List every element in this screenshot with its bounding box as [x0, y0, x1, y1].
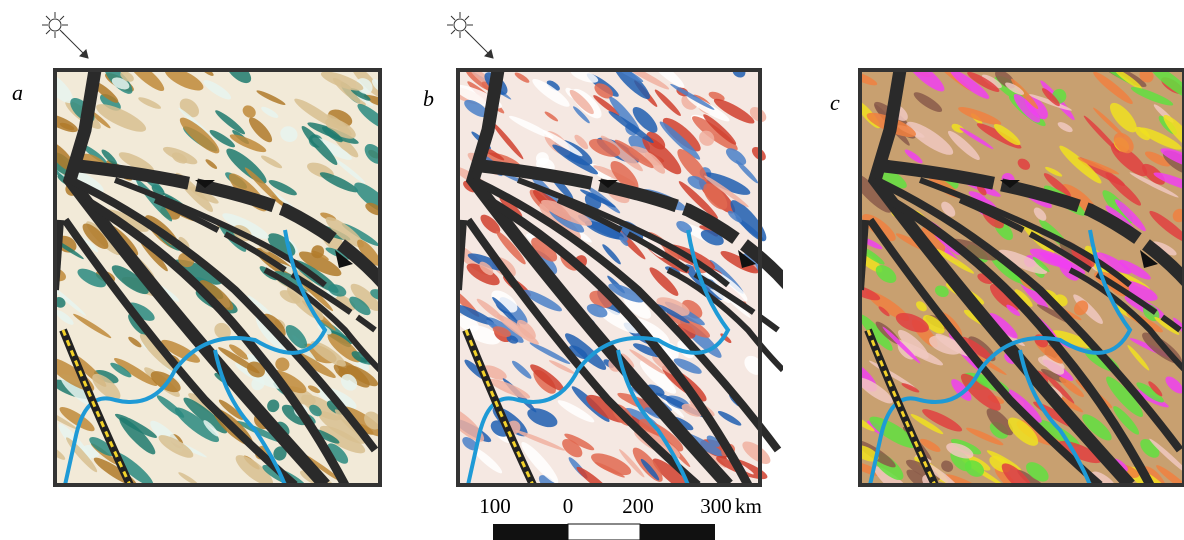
scale-label: 100: [479, 494, 511, 518]
panel-label: b: [423, 86, 434, 111]
map-panel: [33, 55, 395, 494]
map-image: [33, 55, 395, 494]
scale-label: 0: [563, 494, 574, 518]
scale-unit: km: [735, 494, 762, 518]
panel-label: c: [830, 90, 840, 115]
scale-label: 200: [622, 494, 654, 518]
map-image: [438, 52, 788, 500]
figure: a b c 100 0 200 300 km: [0, 0, 1184, 540]
page: a b c 100 0 200 300 km (() => { const da…: [0, 0, 1184, 540]
scale-label: 300: [700, 494, 732, 518]
panel-label: a: [12, 80, 23, 105]
map-image: [841, 54, 1184, 507]
map-panel: [841, 54, 1184, 507]
scale-bar: [493, 524, 715, 540]
map-panel: [438, 52, 788, 500]
sun-icon: [42, 12, 493, 58]
